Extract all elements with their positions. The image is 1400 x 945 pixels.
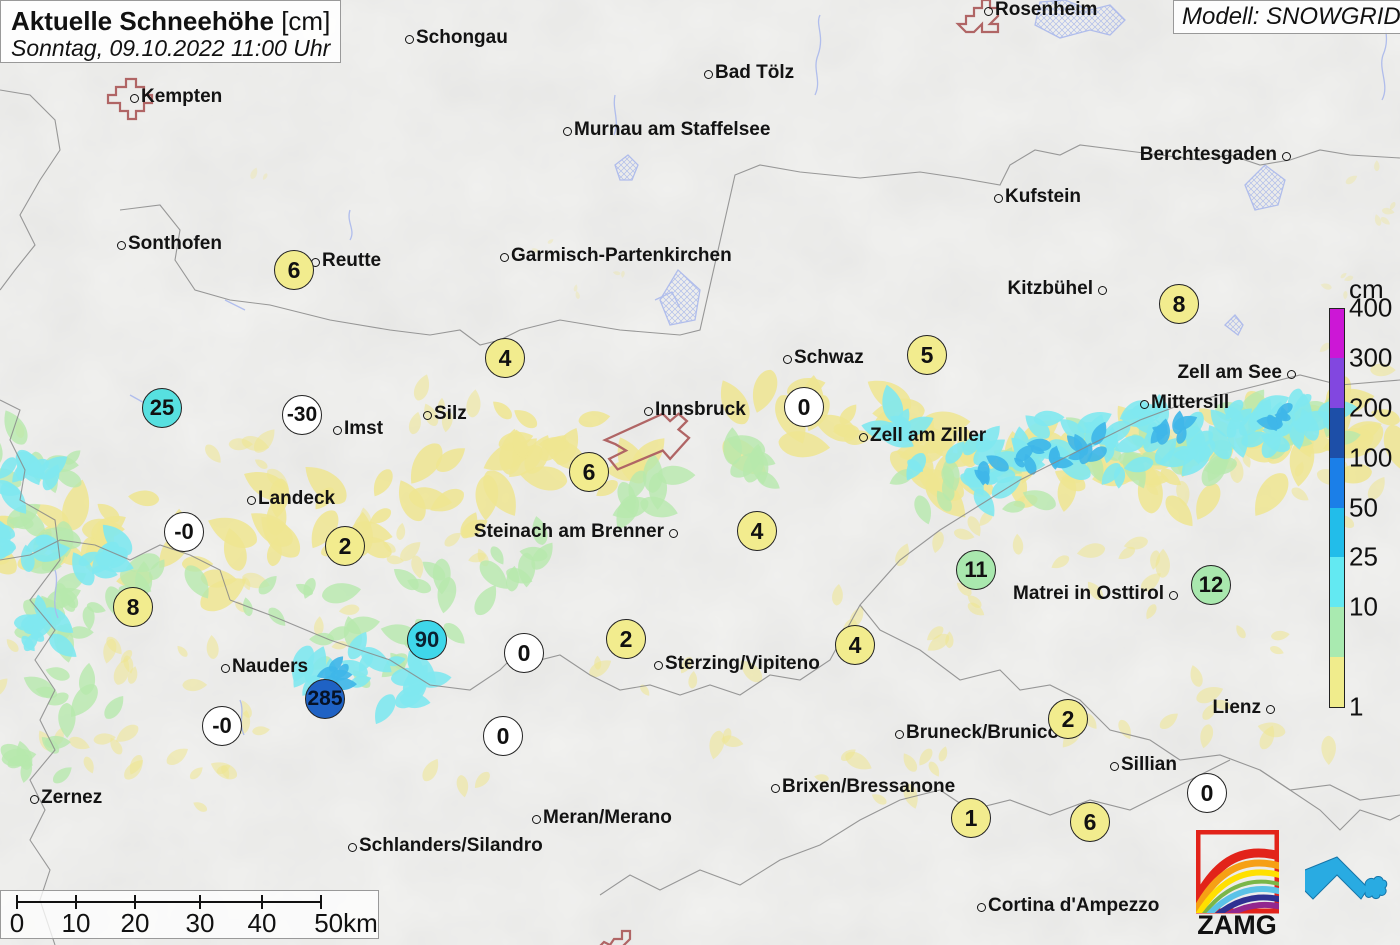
svg-text:ZAMG: ZAMG xyxy=(1197,910,1276,937)
